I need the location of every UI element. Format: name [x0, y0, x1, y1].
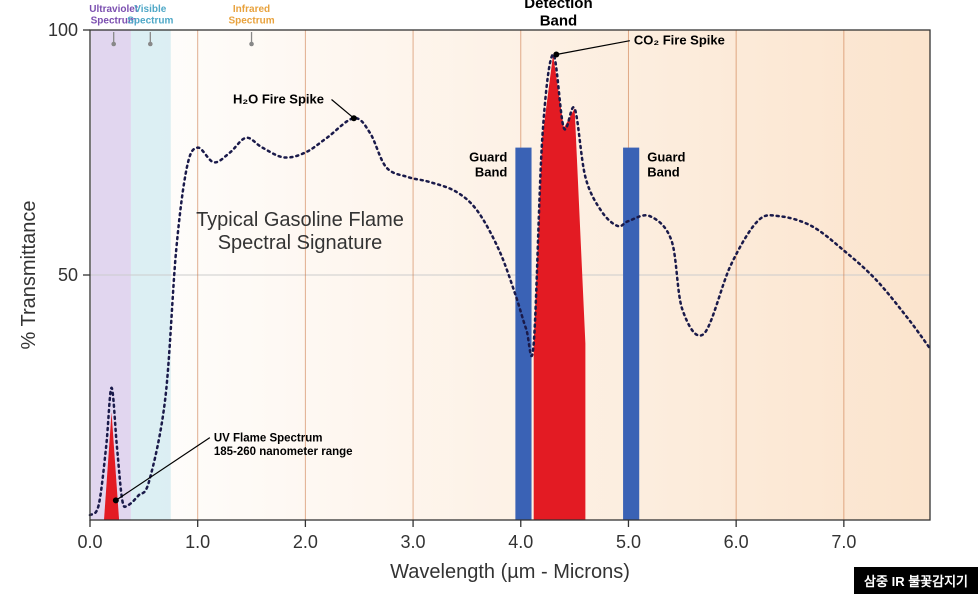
- svg-text:Wavelength (µm - Microns): Wavelength (µm - Microns): [390, 561, 630, 583]
- svg-text:50: 50: [58, 265, 78, 285]
- svg-text:4.0: 4.0: [508, 532, 533, 552]
- svg-text:H₂O Fire Spike: H₂O Fire Spike: [233, 92, 324, 107]
- svg-text:Typical Gasoline FlameSpectral: Typical Gasoline FlameSpectral Signature: [196, 209, 404, 254]
- chart-container: GuardBandGuardBand0.01.02.03.04.05.06.07…: [0, 0, 978, 594]
- spectral-chart: GuardBandGuardBand0.01.02.03.04.05.06.07…: [0, 0, 978, 594]
- svg-text:7.0: 7.0: [831, 532, 856, 552]
- svg-text:5.0: 5.0: [616, 532, 641, 552]
- svg-text:1.0: 1.0: [185, 532, 210, 552]
- svg-text:2.0: 2.0: [293, 532, 318, 552]
- svg-text:100: 100: [48, 20, 78, 40]
- svg-text:DetectionBand: DetectionBand: [524, 0, 592, 29]
- svg-text:0.0: 0.0: [77, 532, 102, 552]
- svg-text:6.0: 6.0: [724, 532, 749, 552]
- svg-text:GuardBand: GuardBand: [469, 150, 507, 180]
- svg-text:VisibleSpectrum: VisibleSpectrum: [127, 4, 173, 27]
- svg-text:% Transmittance: % Transmittance: [18, 201, 40, 350]
- svg-text:InfraredSpectrum: InfraredSpectrum: [228, 4, 274, 27]
- caption: 삼중 IR 불꽃감지기: [854, 567, 978, 594]
- svg-text:CO₂ Fire Spike: CO₂ Fire Spike: [634, 33, 725, 48]
- svg-text:3.0: 3.0: [401, 532, 426, 552]
